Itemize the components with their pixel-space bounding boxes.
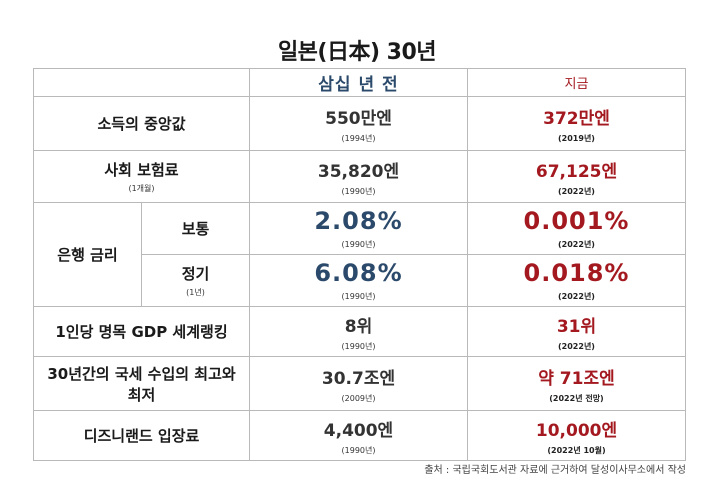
table-row: 소득의 중앙값 550만엔 (1994년) 372만엔 (2019년) (33, 96, 686, 151)
table-row: 1인당 명목 GDP 세계랭킹 8위 (1990년) 31위 (2022년) (33, 306, 686, 357)
row-label: 1인당 명목 GDP 세계랭킹 (33, 306, 250, 357)
source-note: 출처 : 국립국회도서관 자료에 근거하여 달성이사무소에서 작성 (424, 465, 686, 476)
now-cell: 67,125엔 (2022년) (467, 150, 686, 203)
then-cell: 30.7조엔 (2009년) (249, 356, 468, 411)
then-cell: 2.08% (1990년) (249, 202, 468, 255)
header-now: 지금 (467, 68, 686, 97)
table-row: 디즈니랜드 입장료 4,400엔 (1990년) 10,000엔 (2022년 … (33, 410, 686, 461)
then-cell: 550만엔 (1994년) (249, 96, 468, 151)
then-cell: 6.08% (1990년) (249, 254, 468, 307)
table-row: 사회 보험료 (1개월) 35,820엔 (1990년) 67,125엔 (20… (33, 150, 686, 203)
header-then: 삼십 년 전 (249, 68, 468, 97)
bank-rate-regular-row: 은행 금리 보통 2.08% (1990년) 0.001% (2022년) (33, 202, 686, 307)
bank-rate-fixed-row: 정기 (1년) 6.08% (1990년) 0.018% (2022년) (34, 254, 686, 307)
now-cell: 0.001% (2022년) (467, 202, 686, 255)
page-title: 일본(日本) 30년 (277, 40, 437, 65)
then-cell: 8위 (1990년) (249, 306, 468, 357)
fixed-label: 정기 (1년) (141, 254, 250, 307)
regular-label: 보통 (141, 202, 250, 255)
now-cell: 약 71조엔 (2022년 전망) (467, 356, 686, 411)
row-label: 사회 보험료 (1개월) (33, 150, 250, 203)
header-row: 삼십 년 전 지금 (33, 68, 686, 97)
table-row: 30년간의 국세 수입의 최고와 최저 30.7조엔 (2009년) 약 71조… (33, 356, 686, 411)
bank-rate-label: 은행 금리 (33, 202, 142, 307)
row-label: 소득의 중앙값 (33, 96, 250, 151)
header-blank-cell (33, 68, 250, 97)
comparison-table: 삼십 년 전 지금 소득의 중앙값 550만엔 (1994년) 372만엔 (2… (33, 68, 686, 461)
now-cell: 0.018% (2022년) (467, 254, 686, 307)
then-cell: 35,820엔 (1990년) (249, 150, 468, 203)
now-cell: 10,000엔 (2022년 10월) (467, 410, 686, 461)
row-label: 30년간의 국세 수입의 최고와 최저 (33, 356, 250, 411)
then-cell: 4,400엔 (1990년) (249, 410, 468, 461)
now-cell: 372만엔 (2019년) (467, 96, 686, 151)
row-label: 디즈니랜드 입장료 (33, 410, 250, 461)
now-cell: 31위 (2022년) (467, 306, 686, 357)
